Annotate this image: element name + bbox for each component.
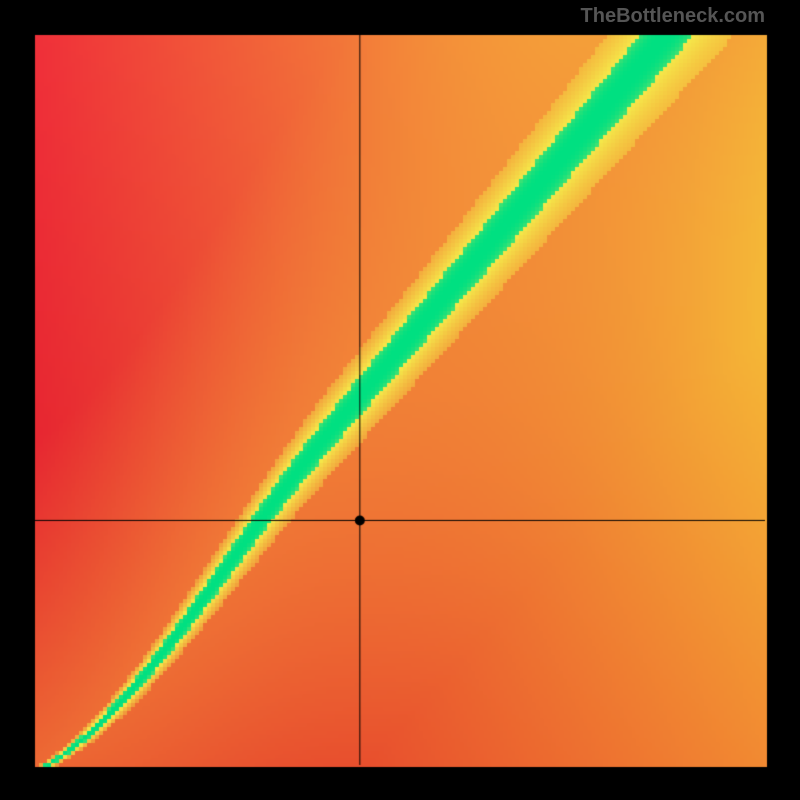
watermark-text: TheBottleneck.com	[581, 5, 765, 28]
chart-container: TheBottleneck.com	[0, 0, 800, 800]
bottleneck-heatmap-canvas	[0, 0, 800, 800]
